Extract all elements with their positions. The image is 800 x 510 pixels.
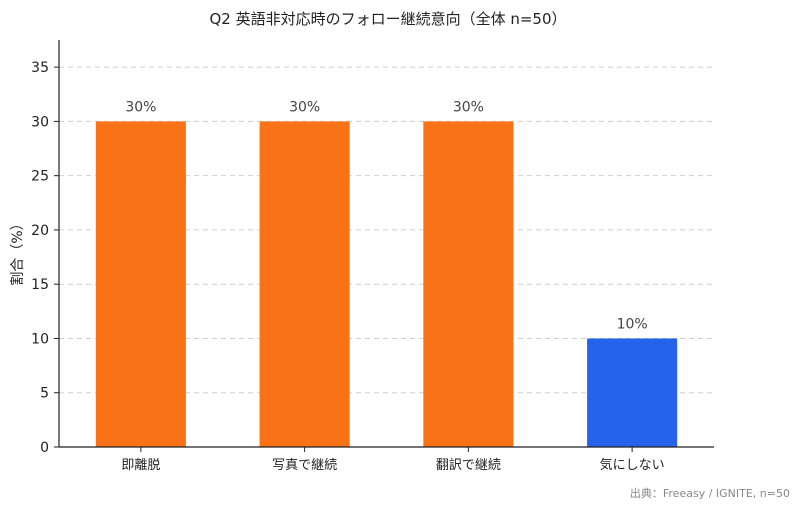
source-note: 出典：Freeasy / IGNITE, n=50 <box>630 486 790 500</box>
y-tick-label: 25 <box>31 169 49 185</box>
bars <box>95 121 678 448</box>
x-tick-label: 写真で継続 <box>272 458 337 473</box>
y-tick-label: 10 <box>31 331 49 347</box>
chart-title: Q2 英語非対応時のフォロー継続意向（全体 n=50） <box>209 10 566 28</box>
data-label: 10% <box>617 316 648 332</box>
bar <box>587 338 678 447</box>
y-tick-label: 0 <box>40 440 49 456</box>
y-tick-label: 35 <box>31 60 49 76</box>
x-tick-label: 気にしない <box>600 457 665 473</box>
x-axis-labels: 即離脱 写真で継続 翻訳で継続 気にしない <box>121 447 665 473</box>
data-label: 30% <box>453 99 484 115</box>
bar <box>423 121 514 448</box>
bar <box>259 121 350 448</box>
y-tick-label: 5 <box>40 386 49 402</box>
x-tick-label: 即離脱 <box>121 458 160 473</box>
data-label: 30% <box>289 99 320 115</box>
y-tick-label: 30 <box>31 114 49 130</box>
y-axis-ticks: 0 5 10 15 20 25 30 35 <box>31 60 59 456</box>
y-tick-label: 20 <box>31 223 49 239</box>
data-labels: 30% 30% 30% 10% <box>125 99 647 332</box>
y-axis-label: 割合（%） <box>9 216 26 285</box>
data-label: 30% <box>125 99 156 115</box>
bar <box>95 121 186 448</box>
y-tick-label: 15 <box>31 277 49 293</box>
x-tick-label: 翻訳で継続 <box>436 458 501 473</box>
